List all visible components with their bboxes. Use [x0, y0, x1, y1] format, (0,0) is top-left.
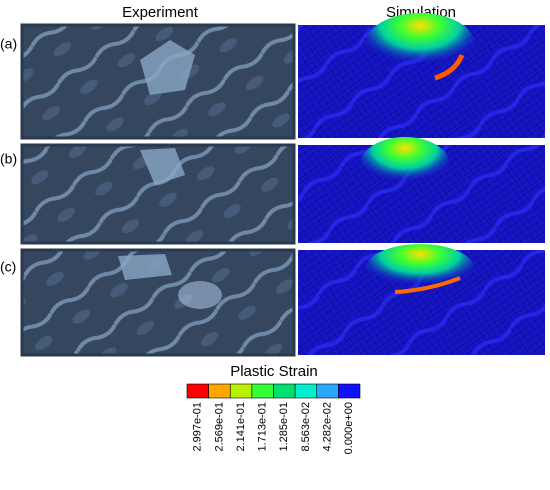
- experiment-images: [20, 23, 296, 357]
- colorbar-label: 2.141e-01: [235, 402, 247, 452]
- color-swatch: [294, 383, 318, 399]
- colorbar-label: 2.997e-01: [192, 402, 204, 452]
- colorbar-label: 8.563e-02: [300, 402, 312, 452]
- colorbar-label: 2.569e-01: [213, 402, 225, 452]
- color-swatch: [316, 383, 339, 399]
- color-swatch: [338, 383, 361, 399]
- highlight: [178, 281, 222, 309]
- strain-field: [365, 13, 475, 77]
- colorbar-label: 4.282e-02: [321, 402, 333, 452]
- color-swatch: [251, 383, 274, 399]
- strain-band: [394, 276, 461, 294]
- color-swatch: [208, 383, 231, 399]
- color-swatch: [186, 383, 209, 399]
- damage: [140, 40, 195, 95]
- damage: [140, 148, 185, 185]
- row-label: (a): [0, 36, 17, 52]
- color-swatch: [273, 383, 296, 399]
- column-header: Experiment: [122, 4, 199, 21]
- colorbar: 2.997e-01 2.569e-01 2.141e-01 1.713e-01 1.28…: [186, 383, 361, 454]
- row-label: (b): [0, 151, 17, 167]
- row-label: (c): [0, 259, 16, 275]
- legend-title: Plastic Strain: [230, 363, 318, 380]
- colorbar-label: 0.000e+00: [343, 402, 355, 454]
- colorbar-label: 1.713e-01: [257, 402, 269, 452]
- color-swatch: [229, 383, 253, 399]
- colorbar-label: 1.285e-01: [278, 402, 290, 452]
- strain-field: [360, 137, 450, 193]
- strain-band: [434, 53, 465, 81]
- damage: [118, 254, 172, 280]
- simulation-images: [298, 13, 545, 355]
